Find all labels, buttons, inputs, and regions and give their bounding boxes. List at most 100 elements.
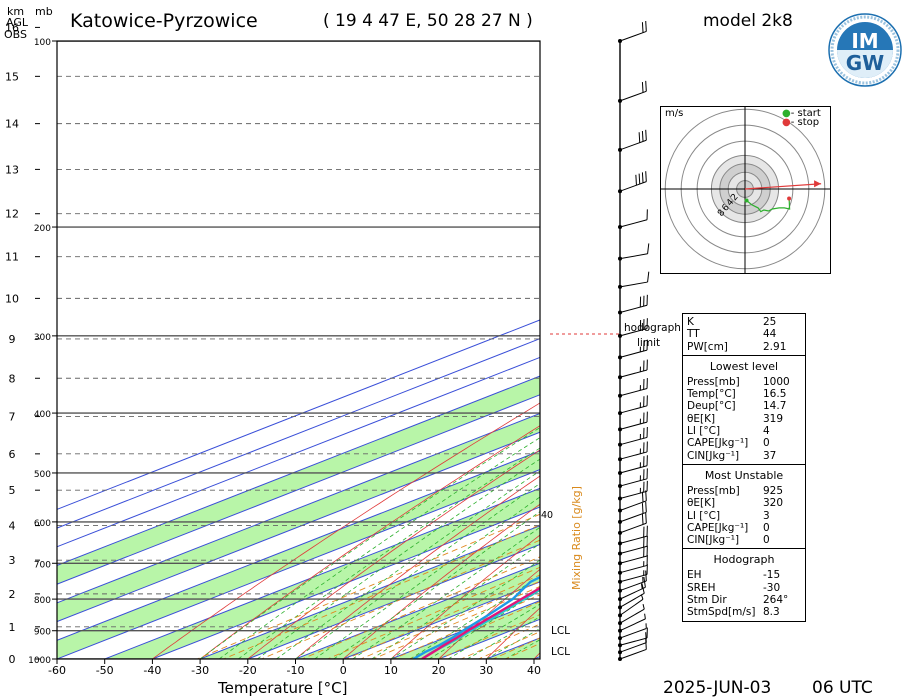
height-tick-label: 9 [9, 333, 16, 346]
x-tick-label: -30 [191, 664, 209, 677]
x-tick-label: 40 [527, 664, 541, 677]
profile-dewpoint [412, 575, 540, 659]
wind-barb [618, 545, 648, 566]
index-row: θE[K] 319 [687, 413, 801, 425]
index-value: 37 [763, 449, 777, 462]
isotherm-line [294, 562, 540, 659]
x-tick-label: -10 [287, 664, 305, 677]
barb-full [641, 130, 644, 142]
barb-staff [619, 592, 645, 608]
barb-staff [619, 328, 648, 337]
hodograph-limit-label-2: limit [637, 337, 661, 349]
x-tick-label: -20 [239, 664, 257, 677]
mixing-ratio-line [438, 614, 540, 659]
barb-staff [619, 500, 647, 511]
logo-text-top: IM [851, 29, 878, 53]
height-tick-label: 4 [9, 520, 16, 533]
wind-barb [618, 490, 647, 513]
logo-text-bottom: GW [846, 51, 884, 75]
index-row: CAPE[Jkg⁻¹] 0 [687, 437, 801, 449]
hodograph-legend-start: ●- start [782, 108, 821, 119]
pressure-tick-label: 100 [34, 38, 51, 48]
index-row: EH -15 [687, 569, 801, 581]
barb-staff [619, 405, 648, 414]
index-key: Deup[°C] [687, 400, 736, 413]
index-value: 0 [763, 534, 770, 547]
wind-barb [618, 294, 648, 315]
height-tick-label: 11 [5, 251, 19, 264]
wind-barb [618, 80, 647, 103]
pressure-tick-label: 700 [34, 560, 51, 570]
hodograph-start-dot [744, 198, 749, 203]
wind-barb [618, 554, 648, 575]
isotherm-line [57, 431, 540, 623]
index-value: 44 [763, 328, 777, 341]
model-label: model 2k8 [703, 11, 793, 31]
x-tick-label: -60 [48, 664, 66, 677]
wind-barb [618, 535, 648, 556]
index-value: 0 [763, 437, 770, 450]
profile-temperature [421, 586, 540, 659]
barb-staff [619, 388, 648, 397]
barb-staff [619, 281, 648, 288]
indices-most-unstable: Most Unstable Press[mb] 925 θE[K] 320 LI [°C… [683, 465, 805, 550]
index-key: CAPE[Jkg⁻¹] [687, 437, 749, 450]
index-value: 264° [763, 594, 789, 607]
barb-staff [619, 637, 648, 646]
index-key: PW[cm] [687, 340, 728, 353]
height-tick-label: 14 [5, 118, 19, 131]
mixing-ratio-line [460, 623, 540, 659]
isotherm-line [57, 319, 540, 510]
barb-staff [619, 30, 647, 42]
height-tick-label: 1 [9, 621, 16, 634]
barb-full [647, 271, 650, 283]
barb-full [641, 503, 644, 514]
index-value: 319 [763, 412, 784, 425]
lcl-label-upper: LCL [551, 625, 571, 637]
barb-full [645, 80, 647, 92]
barb-staff [619, 451, 648, 460]
index-value: 320 [763, 497, 784, 510]
barb-staff [619, 564, 648, 574]
indices-panel: K 25 TT 44 PW[cm] 2.91 Lowest level Press[mb]… [682, 313, 806, 622]
lcl-label-lower: LCL [551, 646, 571, 658]
height-tick-label: 10 [5, 292, 19, 305]
profile-parcel [421, 588, 540, 659]
mixing-ratio-line [491, 637, 540, 659]
pressure-tick-label: 200 [34, 224, 51, 234]
index-key: K [687, 316, 694, 328]
hodograph-unit: m/s [665, 108, 684, 119]
index-key: TT [687, 328, 700, 341]
barb-staff [619, 490, 648, 500]
height-tick-label: 13 [5, 163, 19, 176]
isotherm-line [57, 338, 540, 529]
index-row: Deup[°C] 14.7 [687, 400, 801, 412]
barb-staff [619, 535, 648, 544]
hodograph-ring-label: 6 [721, 203, 733, 214]
barb-staff [619, 465, 648, 474]
index-value: -30 [763, 581, 781, 594]
barb-full [645, 20, 647, 32]
height-tick-label: 16 [5, 21, 19, 34]
dry-adiabat [199, 425, 540, 659]
wind-barb [618, 243, 650, 261]
dry-adiabat [860, 41, 910, 672]
index-key: θE[K] [687, 497, 716, 510]
hodograph-indices-title: Hodograph [713, 553, 775, 567]
wind-barb [618, 501, 647, 524]
time-label: 06 UTC [812, 678, 873, 698]
height-tick-label: 7 [9, 411, 16, 424]
barb-staff [619, 436, 648, 446]
barb-staff [619, 139, 647, 151]
barb-staff [619, 90, 647, 102]
storm-motion-vector [744, 183, 822, 190]
mixing-ratio-line [477, 631, 540, 659]
mixing-ratio-line [359, 580, 540, 659]
barb-staff [619, 349, 648, 358]
hodograph-trace [746, 198, 791, 213]
index-row: LI [°C] 4 [687, 425, 801, 437]
index-value: 3 [763, 509, 770, 522]
isotherm-line [57, 412, 540, 604]
station-coords: ( 19 4 47 E, 50 28 27 N ) [323, 11, 533, 31]
barb-full [645, 490, 647, 501]
